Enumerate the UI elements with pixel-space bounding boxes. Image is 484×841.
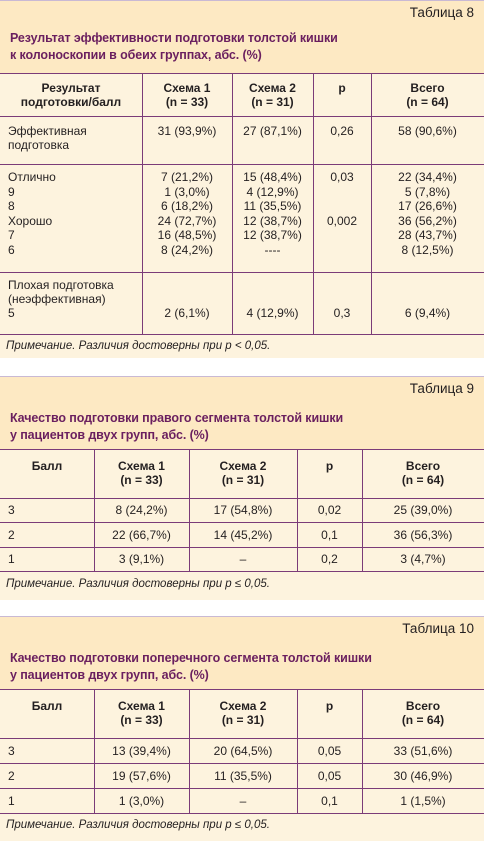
table-10-title-line1: Качество подготовки поперечного сегмента… [10,651,372,665]
table-8-row1-s1: 31 (93,9%) [157,124,217,138]
table-10-row3-s2: – [239,794,247,808]
table-10-row3-total: 1 (1,5%) [400,794,446,808]
table-9-col-scheme2: Схема 2 (n = 31) [219,459,267,487]
table-8-row1-label: Эффективная подготовка [8,124,87,152]
table-9-title-line2: у пациентов двух групп, абс. (%) [10,428,209,442]
table-9-number: Таблица 9 [409,381,474,396]
table-8-row3-s1: 2 (6,1%) [164,306,210,320]
table-8-note: Примечание. Различия достоверны при p < … [6,340,271,352]
table-10-col-scheme2: Схема 2 (n = 31) [219,699,267,727]
table-10-title-line2: у пациентов двух групп, абс. (%) [10,668,209,682]
table-9-row1-total: 25 (39,0%) [393,503,453,517]
table-8-row2-p: 0,03 0,002 [326,170,358,228]
table-10-row1-total: 33 (51,6%) [393,744,453,758]
table-10-row3-p: 0,1 [321,794,338,808]
table-8-header: Таблица 8 Результат эффективности подгот… [0,1,484,73]
table-8-col-scheme2: Схема 2 (n = 31) [249,81,296,109]
table-10-row3-s1: 1 (3,0%) [118,794,165,808]
table-9-col-total: Всего (n = 64) [401,459,445,487]
table-10: Таблица 10 Качество подготовки поперечно… [0,616,484,841]
table-8: Таблица 8 Результат эффективности подгот… [0,0,484,358]
table-8-title-line1: Результат эффективности подготовки толст… [10,31,338,45]
table-8-col-scheme1: Схема 1 (n = 33) [163,81,211,109]
table-9-row2-score: 2 [8,528,15,542]
table-9-col-scheme1: Схема 1 (n = 33) [118,459,165,487]
table-9-header: Таблица 9 Качество подготовки правого се… [0,377,484,449]
table-9-row2-s2: 14 (45,2%) [213,528,273,542]
table-10-col-score: Балл [31,699,63,713]
table-10-row1-p: 0,05 [317,744,342,758]
table-9-row3-s2: – [239,552,247,566]
table-10-col-p: p [325,699,334,713]
table-8-col-p: p [338,81,346,95]
table-9-row3-total: 3 (4,7%) [400,552,446,566]
table-8-col-total: Всего (n = 64) [406,81,449,109]
table-8-row1-p: 0,26 [330,124,354,138]
table-10-row2-score: 2 [8,769,15,783]
table-9-grid: Балл Схема 1 (n = 33) Схема 2 (n = 31) p… [0,449,484,601]
table-10-row2-s1: 19 (57,6%) [112,769,171,783]
table-10-note: Примечание. Различия достоверны при p ≤ … [6,819,270,831]
table-10-grid: Балл Схема 1 (n = 33) Схема 2 (n = 31) p… [0,689,484,841]
table-9-row1-score: 3 [8,503,15,517]
table-10-row2-p: 0,05 [317,769,342,783]
table-9-row1-s2: 17 (54,8%) [213,503,273,517]
table-8-row3-s2: 4 (12,9%) [246,306,299,320]
table-8-col-result: Результат подготовки/балл [20,81,122,109]
table-8-row1-s2: 27 (87,1%) [243,124,302,138]
table-8-number: Таблица 8 [409,5,474,20]
table-8-title-line2: к колоноскопии в обеих группах, абс. (%) [10,48,262,62]
table-10-row2-total: 30 (46,9%) [393,769,453,783]
table-10-row2-s2: 11 (35,5%) [214,769,272,783]
table-9-col-p: p [325,459,334,473]
table-9-row2-p: 0,1 [321,528,338,542]
table-9-row3-p: 0,2 [321,552,338,566]
table-10-number: Таблица 10 [402,621,474,636]
table-9-row1-s1: 8 (24,2%) [115,503,168,517]
table-9-row1-p: 0,02 [317,503,342,517]
table-10-col-total: Всего (n = 64) [401,699,445,727]
table-8-row2-s1: 7 (21,2%) 1 (3,0%) 6 (18,2%) 24 (72,7%) … [157,170,217,257]
table-8-grid: Результат подготовки/балл Схема 1 (n = 3… [0,73,484,359]
table-9-title-line1: Качество подготовки правого сегмента тол… [10,411,344,425]
table-10-row1-s2: 20 (64,5%) [213,744,273,758]
table-9-note: Примечание. Различия достоверны при p ≤ … [6,578,270,590]
table-8-row3-p: 0,3 [333,306,351,320]
table-9-row3-s1: 3 (9,1%) [118,552,165,566]
table-8-row3-label: Плохая подготовка (неэффективная) 5 [8,278,114,320]
table-10-row1-score: 3 [8,744,15,758]
table-10-row3-score: 1 [8,794,15,808]
table-9-row2-s1: 22 (66,7%) [112,528,171,542]
table-9: Таблица 9 Качество подготовки правого се… [0,376,484,600]
table-10-row1-s1: 13 (39,4%) [112,744,171,758]
table-8-row3-total: 6 (9,4%) [404,306,451,320]
table-9-col-score: Балл [31,459,63,473]
table-8-row2-label: Отлично 9 8 Хорошо 7 6 [8,170,56,257]
table-9-row2-total: 36 (56,3%) [393,528,453,542]
table-9-row3-score: 1 [8,552,15,566]
table-8-row1-total: 58 (90,6%) [398,124,457,138]
table-8-row2-s2: 15 (48,4%) 4 (12,9%) 11 (35,5%) 12 (38,7… [243,170,302,257]
table-10-col-scheme1: Схема 1 (n = 33) [118,699,165,727]
table-8-row2-total: 22 (34,4%) 5 (7,8%) 17 (26,6%) 36 (56,2%… [398,170,457,257]
table-10-header: Таблица 10 Качество подготовки поперечно… [0,617,484,689]
